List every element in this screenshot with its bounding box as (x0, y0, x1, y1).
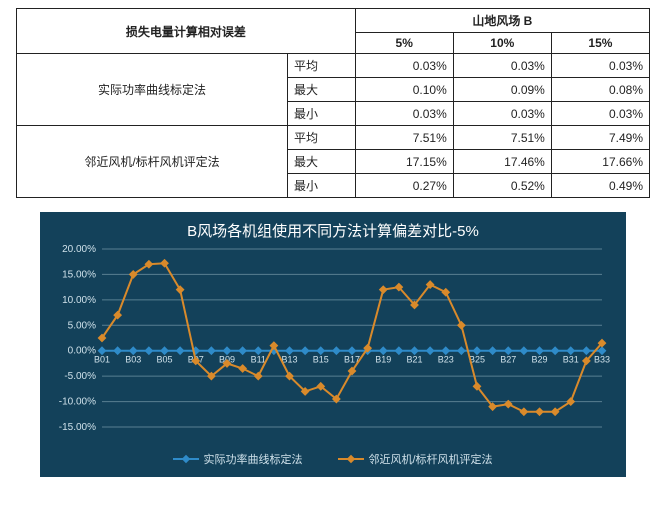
method-name: 邻近风机/标杆风机评定法 (17, 126, 288, 198)
value-cell: 17.15% (355, 150, 453, 174)
group-header: 山地风场 B (355, 9, 649, 33)
stat-label: 最小 (288, 174, 356, 198)
svg-text:B27: B27 (500, 355, 516, 365)
svg-text:B15: B15 (313, 355, 329, 365)
svg-text:10.00%: 10.00% (62, 295, 96, 306)
stat-label: 最大 (288, 78, 356, 102)
table-row: 实际功率曲线标定法平均0.03%0.03%0.03% (17, 54, 650, 78)
legend-item: 邻近风机/标杆风机评定法 (338, 451, 492, 467)
svg-text:B29: B29 (531, 355, 547, 365)
value-cell: 0.52% (453, 174, 551, 198)
svg-text:B23: B23 (438, 355, 454, 365)
svg-text:B11: B11 (251, 355, 266, 365)
error-table: 损失电量计算相对误差 山地风场 B 5% 10% 15% 实际功率曲线标定法平均… (16, 8, 650, 198)
table-title: 损失电量计算相对误差 (17, 9, 356, 54)
stat-label: 平均 (288, 126, 356, 150)
value-cell: 0.08% (551, 78, 649, 102)
svg-text:5.00%: 5.00% (68, 320, 96, 331)
value-cell: 0.10% (355, 78, 453, 102)
legend-label: 邻近风机/标杆风机评定法 (368, 451, 492, 467)
table-row: 邻近风机/标杆风机评定法平均7.51%7.51%7.49% (17, 126, 650, 150)
value-cell: 0.03% (551, 102, 649, 126)
value-cell: 0.03% (453, 102, 551, 126)
svg-text:20.00%: 20.00% (62, 245, 96, 255)
svg-text:B31: B31 (563, 355, 579, 365)
svg-text:0.00%: 0.00% (68, 346, 96, 357)
value-cell: 7.51% (453, 126, 551, 150)
chart-legend: 实际功率曲线标定法 邻近风机/标杆风机评定法 (50, 451, 616, 467)
stat-label: 最大 (288, 150, 356, 174)
col-10: 10% (453, 33, 551, 54)
svg-text:B03: B03 (125, 355, 141, 365)
chart-title: B风场各机组使用不同方法计算偏差对比-5% (50, 220, 616, 241)
svg-text:15.00%: 15.00% (62, 269, 96, 280)
value-cell: 17.46% (453, 150, 551, 174)
svg-text:B01: B01 (94, 355, 110, 365)
col-5: 5% (355, 33, 453, 54)
stat-label: 最小 (288, 102, 356, 126)
legend-item: 实际功率曲线标定法 (173, 451, 302, 467)
col-15: 15% (551, 33, 649, 54)
value-cell: 7.51% (355, 126, 453, 150)
svg-text:B19: B19 (375, 355, 391, 365)
value-cell: 0.49% (551, 174, 649, 198)
value-cell: 0.03% (355, 54, 453, 78)
value-cell: 0.27% (355, 174, 453, 198)
value-cell: 0.03% (453, 54, 551, 78)
svg-text:B33: B33 (594, 355, 610, 365)
svg-text:B21: B21 (406, 355, 422, 365)
chart-container: B风场各机组使用不同方法计算偏差对比-5% -15.00% -10.00% -5.0… (40, 212, 626, 477)
method-name: 实际功率曲线标定法 (17, 54, 288, 126)
value-cell: 0.09% (453, 78, 551, 102)
value-cell: 0.03% (355, 102, 453, 126)
deviation-line-chart: -15.00% -10.00% -5.00% 0.00% 5.00% 10.00% 15.0… (50, 245, 610, 445)
svg-text:-10.00%: -10.00% (59, 397, 96, 408)
legend-label: 实际功率曲线标定法 (203, 451, 302, 467)
value-cell: 0.03% (551, 54, 649, 78)
stat-label: 平均 (288, 54, 356, 78)
value-cell: 7.49% (551, 126, 649, 150)
svg-text:B05: B05 (156, 355, 172, 365)
value-cell: 17.66% (551, 150, 649, 174)
svg-text:-5.00%: -5.00% (64, 371, 96, 382)
svg-text:-15.00%: -15.00% (59, 422, 96, 433)
